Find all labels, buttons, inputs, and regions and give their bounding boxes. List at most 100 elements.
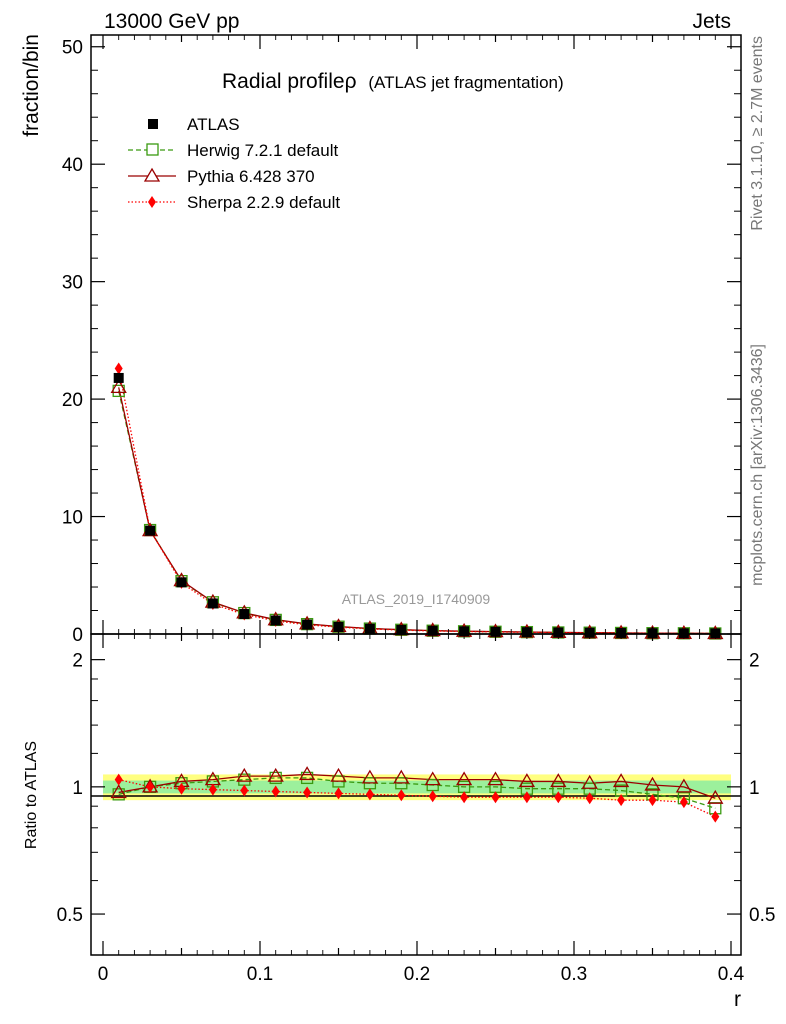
ratio-line-sherpa-2-2-9-default [118, 779, 716, 818]
main-ytick-label-2: 20 [62, 390, 83, 411]
ratio-point-pythia-6-428-370-5 [267, 767, 284, 782]
ratio-ytick-label-left-1: 1 [72, 778, 83, 799]
ratio-point-sherpa-2-2-9-default-5 [271, 785, 280, 798]
main-point-atlas-5 [270, 615, 281, 626]
ratio-point-sherpa-2-2-9-default-4 [240, 784, 249, 797]
ratio-y-label: Ratio to ATLAS [23, 741, 40, 849]
legend-atlas-marker [148, 119, 158, 129]
ratio-point-sherpa-2-2-9-default-18 [679, 796, 688, 809]
main-point-sherpa-2-2-9-default-0 [114, 362, 123, 375]
chart-subtitle: (ATLAS jet fragmentation) [368, 73, 563, 92]
ratio-point-pythia-6-428-370-15 [581, 774, 598, 789]
main-ytick-label-3: 30 [62, 273, 83, 294]
main-point-atlas-8 [364, 623, 375, 634]
ratio-panel: 0.5 0.51 12 2 0 0.1 0.2 0.3 0.4 Ratio to ATLAS … [23, 633, 776, 1011]
ratio-xtick-label-0: 0 [98, 964, 109, 985]
ratio-point-sherpa-2-2-9-default-0 [114, 773, 123, 786]
main-y-ticks: 0 10 20 30 40 50 [62, 38, 741, 646]
chart-title: Radial profileρ (ATLAS jet fragmentation… [222, 70, 564, 93]
legend-item-herwig: Herwig 7.2.1 default [128, 141, 338, 160]
ratio-point-pythia-6-428-370-17 [644, 776, 661, 791]
ratio-point-pythia-6-428-370-12 [487, 771, 504, 786]
main-point-atlas-7 [333, 621, 344, 632]
main-x-ticks [102, 35, 732, 634]
ratio-point-pythia-6-428-370-8 [361, 769, 379, 784]
watermark: ATLAS_2019_I1740909 [342, 591, 491, 607]
ratio-point-sherpa-2-2-9-default-6 [303, 786, 312, 799]
ratio-point-sherpa-2-2-9-default-12 [491, 791, 500, 804]
ratio-xtick-label-2: 0.2 [404, 964, 430, 985]
legend: ATLAS Herwig 7.2.1 default Pythia 6.428 … [128, 115, 340, 212]
main-y-label: fraction/bin [20, 34, 43, 137]
mcplots-label: mcplots.cern.ch [arXiv:1306.3436] [749, 344, 766, 586]
ratio-xtick-label-1: 0.1 [247, 964, 273, 985]
legend-herwig-marker [146, 143, 159, 156]
ratio-ytick-label-right-1: 1 [749, 778, 760, 799]
legend-pythia-label: Pythia 6.428 370 [187, 167, 315, 186]
main-ytick-label-0: 0 [72, 625, 83, 646]
rivet-label: Rivet 3.1.10, ≥ 2.7M events [749, 36, 766, 231]
ratio-x-ticks: 0 0.1 0.2 0.3 0.4 [98, 634, 745, 985]
ratio-point-sherpa-2-2-9-default-9 [397, 789, 406, 802]
legend-atlas-label: ATLAS [187, 115, 240, 134]
ratio-series-markers [110, 766, 724, 823]
x-axis-label: r [734, 988, 741, 1011]
legend-sherpa-marker [148, 196, 156, 208]
ratio-point-sherpa-2-2-9-default-11 [460, 791, 469, 804]
ratio-point-pythia-6-428-370-10 [424, 771, 441, 786]
ratio-frame [90, 633, 742, 956]
ratio-point-sherpa-2-2-9-default-7 [334, 787, 343, 800]
ratio-point-pythia-6-428-370-13 [518, 773, 536, 788]
ratio-point-sherpa-2-2-9-default-1 [146, 780, 155, 793]
ratio-band-green [103, 780, 731, 794]
main-point-atlas-1 [145, 525, 156, 536]
legend-item-pythia: Pythia 6.428 370 [128, 167, 315, 186]
ratio-point-pythia-6-428-370-6 [298, 766, 316, 781]
legend-item-atlas: ATLAS [148, 115, 240, 134]
ratio-ytick-label-left-2: 2 [72, 651, 83, 672]
ratio-point-sherpa-2-2-9-default-3 [208, 783, 217, 796]
chart-title-symbol: ρ [345, 70, 357, 93]
ratio-point-sherpa-2-2-9-default-16 [617, 794, 626, 807]
ratio-point-sherpa-2-2-9-default-14 [554, 791, 563, 804]
ratio-point-sherpa-2-2-9-default-10 [428, 790, 437, 803]
ratio-xtick-label-3: 0.3 [561, 964, 587, 985]
main-panel: 0 10 20 30 40 50 Radial profileρ (ATLAS jet f… [20, 34, 742, 646]
ratio-point-sherpa-2-2-9-default-17 [648, 794, 657, 807]
ratio-point-pythia-6-428-370-11 [455, 771, 473, 786]
legend-sherpa-label: Sherpa 2.2.9 default [187, 193, 340, 212]
legend-item-sherpa: Sherpa 2.2.9 default [128, 193, 340, 212]
ratio-point-pythia-6-428-370-7 [330, 767, 347, 782]
ratio-y-ticks: 0.5 0.5 1 1 2 2 [57, 651, 776, 926]
main-point-atlas-4 [239, 609, 250, 620]
header-left: 13000 GeV pp [104, 10, 239, 33]
main-point-atlas-3 [207, 598, 218, 609]
main-ytick-label-5: 50 [62, 38, 83, 59]
ratio-point-sherpa-2-2-9-default-13 [522, 791, 531, 804]
ratio-point-pythia-6-428-370-19 [707, 789, 724, 804]
main-point-atlas-0 [113, 372, 124, 383]
ratio-xtick-label-4: 0.4 [718, 964, 745, 985]
ratio-point-sherpa-2-2-9-default-15 [585, 792, 594, 805]
main-ytick-label-4: 40 [62, 155, 83, 176]
ratio-ytick-label-right-2: 2 [749, 651, 760, 672]
chart-title-main: Radial profile [222, 70, 345, 93]
ratio-point-sherpa-2-2-9-default-2 [177, 782, 186, 795]
header-right: Jets [692, 10, 731, 33]
ratio-point-sherpa-2-2-9-default-19 [711, 810, 720, 823]
ratio-point-pythia-6-428-370-0 [110, 784, 127, 799]
ratio-point-pythia-6-428-370-14 [550, 773, 567, 788]
ratio-point-sherpa-2-2-9-default-8 [365, 788, 374, 801]
main-ytick-label-1: 10 [62, 508, 83, 529]
legend-herwig-label: Herwig 7.2.1 default [187, 141, 338, 160]
ratio-ytick-label-left-0: 0.5 [57, 905, 83, 926]
legend-pythia-marker [143, 167, 161, 182]
main-point-atlas-2 [176, 577, 187, 588]
ratio-point-pythia-6-428-370-16 [612, 773, 630, 788]
main-point-atlas-6 [302, 619, 313, 630]
ratio-point-pythia-6-428-370-9 [393, 769, 410, 784]
ratio-point-pythia-6-428-370-18 [675, 778, 693, 793]
ratio-point-pythia-6-428-370-4 [236, 767, 253, 782]
main-point-pythia-6-428-370-0 [110, 379, 127, 394]
